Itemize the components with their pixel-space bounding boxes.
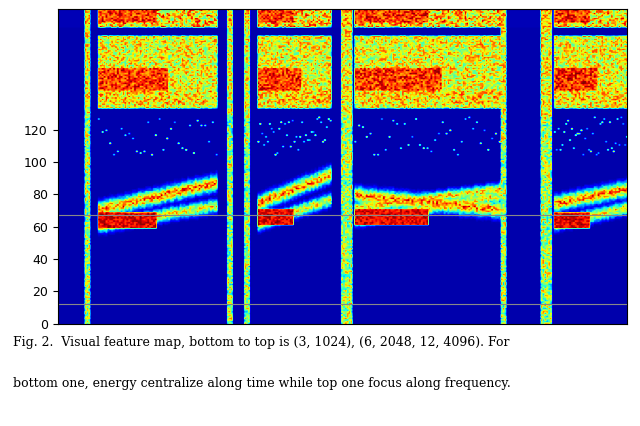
Text: Fig. 2.  Visual feature map, bottom to top is (3, 1024), (6, 2048, 12, 4096). Fo: Fig. 2. Visual feature map, bottom to to… [13, 336, 509, 349]
Text: bottom one, energy centralize along time while top one focus along frequency.: bottom one, energy centralize along time… [13, 377, 511, 390]
